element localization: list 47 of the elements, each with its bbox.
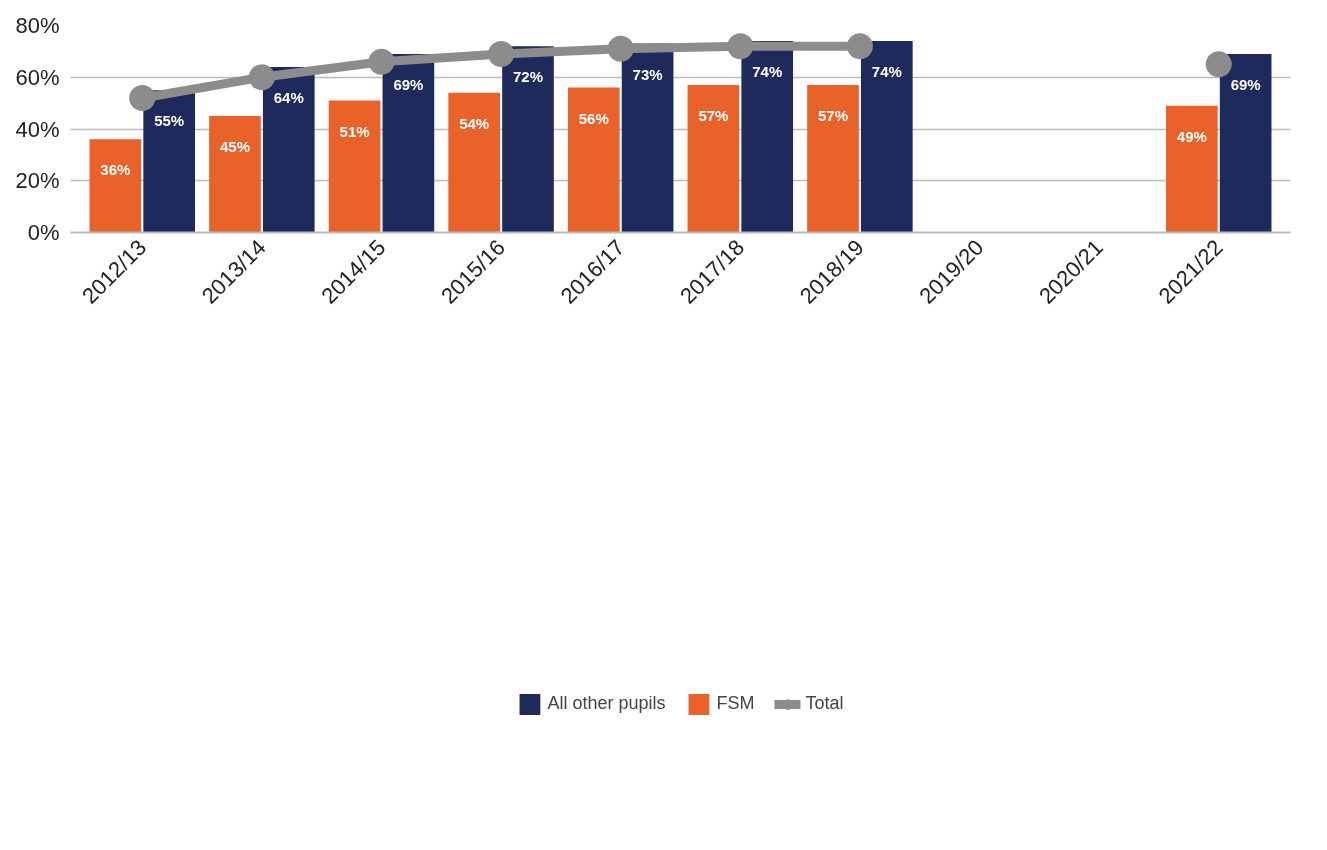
bar xyxy=(209,116,261,233)
point xyxy=(607,35,634,62)
bar xyxy=(687,85,740,233)
data-label: 51% xyxy=(339,122,370,140)
y-tick-label: 60% xyxy=(15,64,60,90)
data-label: 64% xyxy=(273,88,304,106)
data-label: 45% xyxy=(219,138,250,156)
bar xyxy=(448,92,501,233)
data-label: 49% xyxy=(1176,127,1207,145)
bar xyxy=(741,41,794,233)
bar xyxy=(567,87,620,233)
data-label: 36% xyxy=(100,161,131,179)
y-tick-label: 20% xyxy=(15,168,60,194)
point xyxy=(129,84,156,111)
point xyxy=(488,40,515,67)
point xyxy=(846,33,873,60)
bar xyxy=(807,85,859,233)
data-label: 54% xyxy=(459,114,490,132)
point xyxy=(248,64,275,91)
data-label: 55% xyxy=(154,112,185,130)
data-label: 69% xyxy=(393,75,424,93)
bar xyxy=(1165,105,1218,233)
y-tick-label: 80% xyxy=(15,13,60,38)
bar xyxy=(382,53,435,233)
data-label: 57% xyxy=(817,107,849,125)
bar xyxy=(1219,53,1272,233)
data-label: 57% xyxy=(698,107,729,125)
y-tick-label: 40% xyxy=(15,116,60,142)
bar xyxy=(89,139,142,233)
data-label: 73% xyxy=(632,65,663,83)
point xyxy=(1205,51,1232,78)
data-label: 74% xyxy=(871,63,902,81)
data-label: 56% xyxy=(578,109,609,127)
legend-label: FSM xyxy=(716,693,755,714)
legend-label: Total xyxy=(805,693,844,714)
data-label: 74% xyxy=(752,63,783,81)
point xyxy=(368,48,395,75)
y-tick-label: 0% xyxy=(27,220,60,245)
bar xyxy=(502,46,554,233)
bar xyxy=(860,41,913,233)
legend-label: All other pupils xyxy=(547,693,666,714)
point xyxy=(727,33,754,60)
bar xyxy=(328,100,381,233)
bar xyxy=(262,66,315,233)
bar xyxy=(143,90,196,233)
data-label: 69% xyxy=(1230,75,1261,93)
data-label: 72% xyxy=(512,68,544,86)
